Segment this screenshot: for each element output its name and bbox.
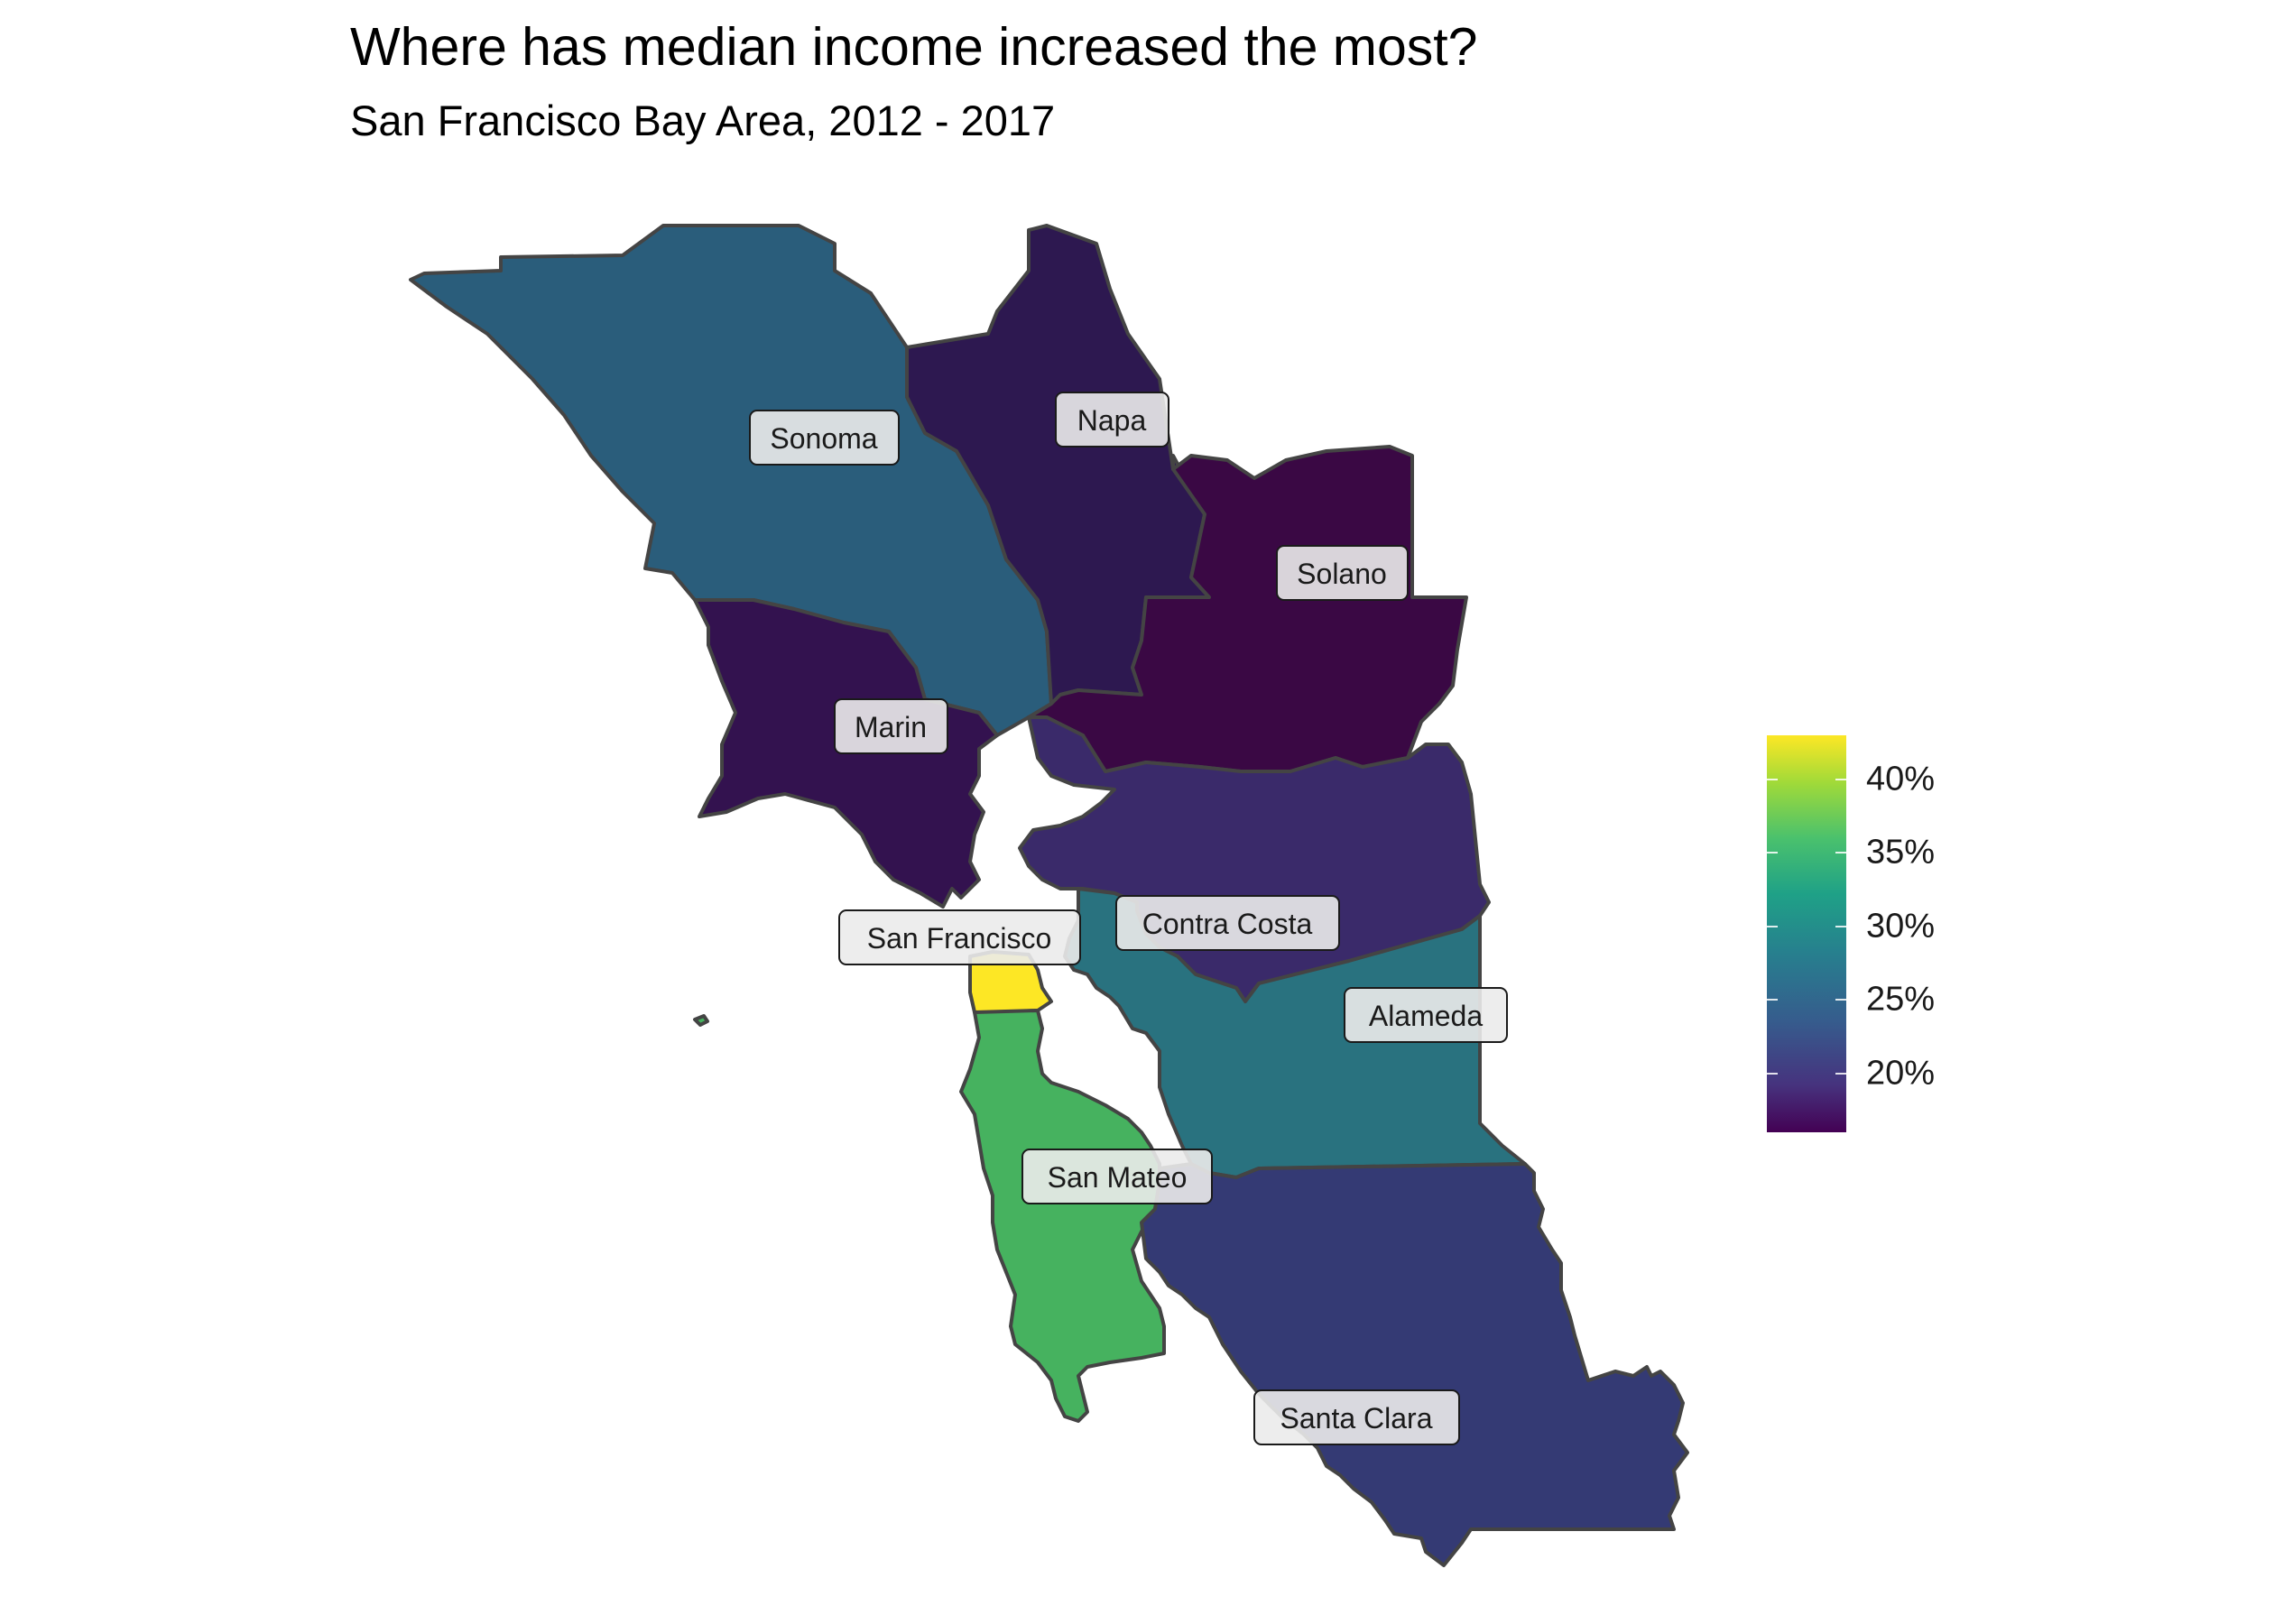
label-contra-costa-text: Contra Costa: [1142, 908, 1313, 940]
label-san-francisco: San Francisco: [838, 909, 1081, 965]
label-napa: Napa: [1055, 392, 1169, 448]
label-solano-text: Solano: [1297, 558, 1387, 590]
label-contra-costa: Contra Costa: [1115, 895, 1340, 951]
label-alameda: Alameda: [1344, 987, 1508, 1043]
color-legend: 20% 25% 30% 35% 40%: [1767, 735, 1947, 1132]
legend-tick-mark: [1835, 925, 1846, 927]
legend-tick-label: 30%: [1866, 907, 1936, 946]
legend-tick-mark: [1835, 778, 1846, 780]
label-sonoma: Sonoma: [749, 410, 900, 466]
label-san-francisco-text: San Francisco: [867, 922, 1052, 955]
legend-tick-mark: [1767, 852, 1778, 854]
county-san-mateo[interactable]: [959, 1009, 1166, 1423]
farallon-island: [693, 1014, 709, 1027]
legend-color-bar: [1767, 735, 1846, 1132]
label-marin-text: Marin: [855, 711, 927, 743]
label-sonoma-text: Sonoma: [770, 422, 877, 455]
legend-tick-mark: [1835, 852, 1846, 854]
legend-tick-mark: [1835, 1072, 1846, 1075]
legend-tick-label: 25%: [1866, 980, 1936, 1019]
map-title: Where has median income increased the mo…: [350, 17, 1478, 77]
label-santa-clara: Santa Clara: [1253, 1389, 1460, 1445]
legend-tick-label: 35%: [1866, 833, 1936, 872]
legend-tick-mark: [1767, 778, 1778, 780]
legend-tick-mark: [1767, 1072, 1778, 1075]
legend-tick-mark: [1835, 999, 1846, 1001]
label-alameda-text: Alameda: [1369, 1000, 1484, 1032]
label-san-mateo: San Mateo: [1021, 1149, 1213, 1204]
county-santa-clara[interactable]: [1140, 1162, 1689, 1567]
label-marin: Marin: [834, 698, 948, 754]
legend-tick-mark: [1767, 999, 1778, 1001]
label-napa-text: Napa: [1077, 404, 1147, 437]
legend-tick-mark: [1767, 925, 1778, 927]
map-subtitle: San Francisco Bay Area, 2012 - 2017: [350, 97, 1056, 144]
label-san-mateo-text: San Mateo: [1048, 1161, 1188, 1194]
label-solano: Solano: [1276, 545, 1409, 601]
label-santa-clara-text: Santa Clara: [1280, 1402, 1433, 1435]
legend-tick-label: 20%: [1866, 1054, 1936, 1093]
legend-tick-label: 40%: [1866, 760, 1936, 798]
